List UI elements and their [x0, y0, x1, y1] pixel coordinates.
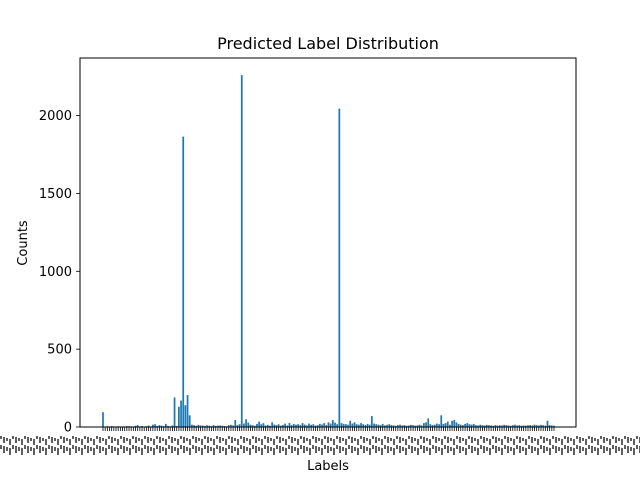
bar	[354, 422, 356, 427]
y-axis-label: Counts	[16, 220, 31, 266]
bar	[178, 407, 180, 427]
bar	[373, 424, 375, 427]
bar	[466, 423, 468, 427]
y-tick-label: 1000	[39, 265, 72, 280]
y-tick-label: 0	[64, 421, 72, 436]
y-tick-label: 500	[47, 343, 72, 358]
bar	[263, 423, 265, 427]
y-tick-layer: 0 500 1000 1500 2000	[39, 109, 80, 435]
bars-layer	[102, 75, 555, 427]
bar	[187, 395, 189, 427]
bar	[245, 419, 247, 427]
bar	[453, 420, 455, 427]
bar	[338, 109, 340, 427]
bar	[436, 424, 438, 427]
bar	[427, 418, 429, 427]
bar	[447, 422, 449, 427]
bar	[308, 424, 310, 427]
bar	[182, 137, 184, 427]
bar	[451, 421, 453, 427]
y-tick-label: 2000	[39, 109, 72, 124]
chart-title: Predicted Label Distribution	[217, 34, 439, 53]
bar	[341, 423, 343, 427]
bar	[247, 423, 249, 427]
bar	[271, 422, 273, 427]
bar	[302, 423, 304, 427]
bar	[425, 422, 427, 427]
bar	[289, 423, 291, 427]
bar	[102, 412, 104, 427]
bar	[371, 416, 373, 427]
bar	[185, 405, 187, 427]
bar	[349, 421, 351, 427]
x-tick-layer	[0, 427, 640, 455]
bar	[323, 423, 325, 427]
x-axis-label: Labels	[307, 459, 349, 474]
bar	[258, 422, 260, 427]
bar	[360, 423, 362, 427]
bar	[234, 420, 236, 427]
bar	[332, 420, 334, 427]
bar	[284, 424, 286, 427]
y-tick-label: 1500	[39, 187, 72, 202]
bar	[243, 424, 245, 427]
plot-frame	[80, 58, 576, 427]
x-tick-label-band	[0, 436, 640, 455]
bar	[174, 397, 176, 427]
bar	[241, 75, 243, 427]
bar	[423, 423, 425, 427]
bar	[445, 423, 447, 427]
bar	[180, 401, 182, 427]
bar	[334, 423, 336, 427]
bar	[456, 422, 458, 427]
bar	[547, 421, 549, 427]
bar	[328, 422, 330, 427]
bar	[189, 415, 191, 427]
bar	[440, 415, 442, 427]
bar	[330, 424, 332, 427]
bar	[351, 424, 353, 427]
